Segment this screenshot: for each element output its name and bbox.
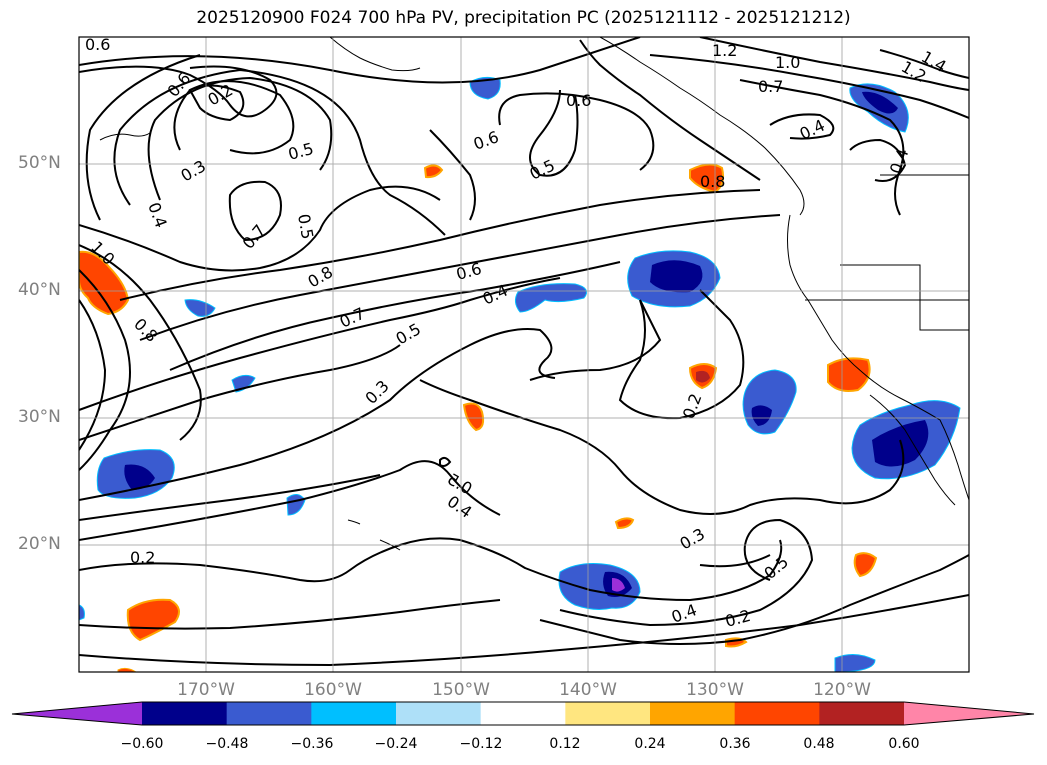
colorbar-segment xyxy=(226,702,312,725)
precip-negative-area xyxy=(79,604,85,621)
colorbar-tick: −0.12 xyxy=(459,736,503,752)
colorbar-segment xyxy=(396,702,482,725)
lat-label-40n: 40°N xyxy=(18,280,61,300)
precip-positive-area xyxy=(827,357,871,392)
lon-label-150w: 150°W xyxy=(432,680,490,700)
colorbar-segment xyxy=(650,702,736,725)
colorbar-tick: −0.36 xyxy=(290,736,334,752)
precip-negative-core xyxy=(751,405,772,426)
colorbar-tick: −0.48 xyxy=(205,736,249,752)
colorbar-segment xyxy=(734,702,820,725)
pv-contours xyxy=(79,37,969,667)
coastlines xyxy=(99,37,969,551)
lat-label-20n: 20°N xyxy=(18,534,61,554)
precip-negative-core xyxy=(862,91,898,114)
colorbar-tick: 0.48 xyxy=(803,736,835,752)
colorbar-tick: 0.36 xyxy=(719,736,751,752)
precip-negative-core xyxy=(650,260,703,293)
lon-label-160w: 160°W xyxy=(304,680,362,700)
lon-label-130w: 130°W xyxy=(686,680,744,700)
precip-positive-area xyxy=(423,164,444,179)
contour-label: 1.2 xyxy=(712,41,737,60)
contour-label: 0.5 xyxy=(294,212,317,240)
colorbar-tick: 0.12 xyxy=(549,736,581,752)
precip-positive-area xyxy=(614,517,635,530)
precip-negative-core xyxy=(124,464,155,490)
colorbar xyxy=(11,701,1035,726)
plot-area xyxy=(79,37,969,672)
lon-label-140w: 140°W xyxy=(559,680,617,700)
colorbar-segment xyxy=(819,702,905,725)
colorbar-tick: −0.24 xyxy=(374,736,418,752)
colorbar-extend-high xyxy=(904,702,1034,725)
precip-positive-area xyxy=(126,598,180,642)
map-title: 2025120900 F024 700 hPa PV, precipitatio… xyxy=(196,8,851,28)
contour-label: 0.7 xyxy=(758,77,783,96)
colorbar-extend-low xyxy=(12,702,142,725)
contour-label: 0.6 xyxy=(566,91,591,110)
colorbar-tick: 0.24 xyxy=(634,736,666,752)
map-frame xyxy=(78,36,970,673)
precip-negative-area xyxy=(231,374,256,393)
gridlines xyxy=(79,37,969,672)
contour-label: 1.0 xyxy=(775,53,800,72)
contour-label: 0.8 xyxy=(700,172,725,191)
colorbar-tick: −0.60 xyxy=(120,736,164,752)
lat-label-30n: 30°N xyxy=(18,407,61,427)
contour-label: 0.6 xyxy=(85,35,110,54)
precip-positive-area xyxy=(117,667,137,672)
precip-negative-area xyxy=(184,299,216,317)
colorbar-outline xyxy=(11,701,1035,726)
precip-negative-area xyxy=(469,76,501,100)
lon-label-170w: 170°W xyxy=(177,680,235,700)
lon-label-120w: 120°W xyxy=(813,680,871,700)
lat-label-50n: 50°N xyxy=(18,153,61,173)
colorbar-tick: 0.60 xyxy=(888,736,920,752)
precip-positive-area xyxy=(853,552,878,578)
precip-negative-deep xyxy=(612,578,625,592)
precip-positive-area xyxy=(462,402,485,432)
colorbar-segment xyxy=(311,702,397,725)
colorbar-segment xyxy=(480,702,566,725)
precip-positive-core xyxy=(696,370,710,383)
contour-label: 0.2 xyxy=(130,548,155,567)
colorbar-segment xyxy=(565,702,651,725)
colorbar-segment xyxy=(142,702,228,725)
precip-positive-area xyxy=(79,250,130,316)
